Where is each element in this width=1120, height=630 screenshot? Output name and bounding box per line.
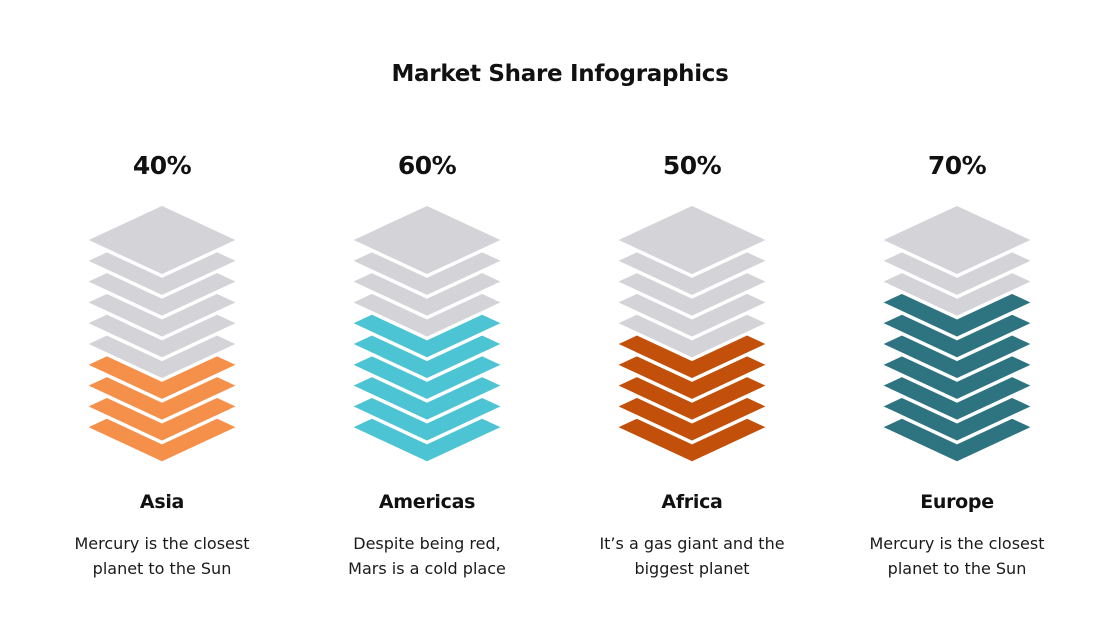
region-name: Africa (661, 491, 723, 513)
empty-layer (345, 202, 509, 278)
column-europe: 70% Europe Mercury is the closest planet… (837, 0, 1077, 630)
region-description: It’s a gas giant and the biggest planet (572, 531, 812, 581)
column-africa: 50% Africa It’s a gas giant and the bigg… (572, 0, 812, 630)
percent-label: 40% (132, 151, 192, 180)
description-line: Mars is a cold place (348, 559, 506, 578)
description-line: planet to the Sun (92, 559, 232, 578)
percent-label: 60% (397, 151, 457, 180)
region-description: Mercury is the closest planet to the Sun (837, 531, 1077, 581)
layer-stack-icon (610, 200, 774, 470)
region-description: Mercury is the closest planet to the Sun (42, 531, 282, 581)
layer-stack-icon (345, 200, 509, 470)
empty-layer (610, 202, 774, 278)
description-line: Despite being red, (353, 534, 501, 553)
empty-layer (875, 202, 1039, 278)
column-asia: 40% Asia Mercury is the closest planet t… (42, 0, 282, 630)
description-line: It’s a gas giant and the (599, 534, 785, 553)
percent-label: 50% (662, 151, 722, 180)
description-line: planet to the Sun (887, 559, 1027, 578)
page-title: Market Share Infographics (391, 61, 729, 87)
percent-label: 70% (927, 151, 987, 180)
region-name: Asia (139, 491, 185, 513)
layer-stack-icon (875, 200, 1039, 470)
region-name: Americas (378, 491, 476, 513)
description-line: Mercury is the closest (869, 534, 1045, 553)
description-line: Mercury is the closest (74, 534, 250, 553)
empty-layer (80, 202, 244, 278)
region-description: Despite being red, Mars is a cold place (307, 531, 547, 581)
column-americas: 60% Americas Despite being red, Mars is … (307, 0, 547, 630)
region-name: Europe (920, 491, 994, 513)
layer-stack-icon (80, 200, 244, 470)
description-line: biggest planet (634, 559, 750, 578)
